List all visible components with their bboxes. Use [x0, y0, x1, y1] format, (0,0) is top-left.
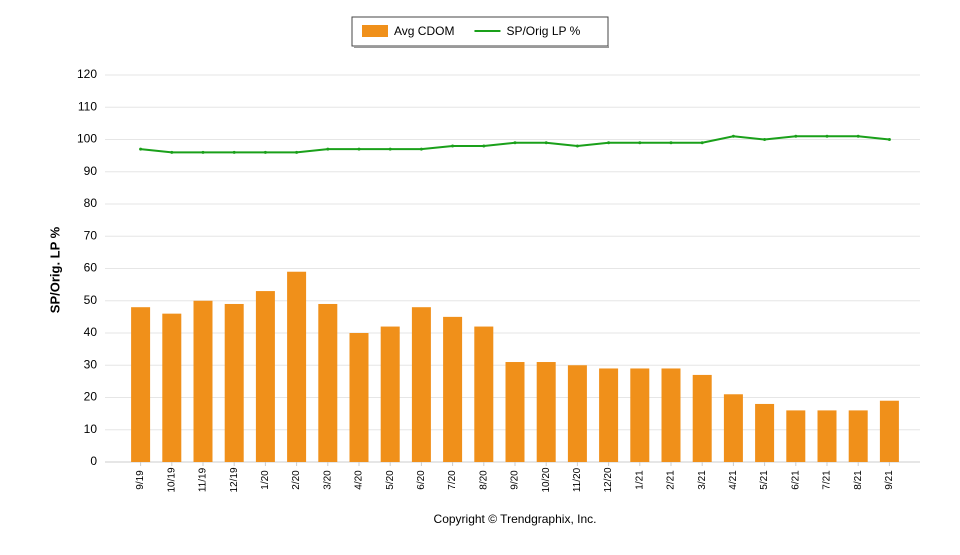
bar — [879, 400, 899, 462]
line-marker — [419, 147, 423, 151]
x-tick-label: 2/21 — [666, 470, 677, 490]
bar — [599, 368, 619, 462]
bar — [474, 326, 494, 462]
x-tick-label: 8/21 — [853, 470, 864, 490]
x-tick-label: 7/20 — [447, 470, 458, 490]
bar — [723, 394, 743, 462]
x-tick-label: 3/20 — [322, 470, 333, 490]
y-tick-label: 0 — [90, 454, 97, 468]
legend-swatch — [362, 25, 388, 37]
y-tick-label: 40 — [84, 325, 98, 339]
line-marker — [482, 144, 486, 148]
bar — [755, 403, 775, 462]
y-tick-label: 100 — [77, 132, 97, 146]
line-marker — [763, 138, 767, 141]
x-tick-label: 2/20 — [291, 470, 302, 490]
y-tick-label: 120 — [77, 67, 97, 81]
x-tick-label: 5/20 — [385, 470, 396, 490]
x-tick-label: 8/20 — [478, 470, 489, 490]
x-tick-label: 1/21 — [634, 470, 645, 490]
bar — [848, 410, 868, 462]
bar — [443, 316, 463, 462]
bar — [692, 374, 712, 462]
bar — [224, 303, 244, 462]
line-marker — [669, 141, 673, 145]
x-tick-label: 4/20 — [354, 470, 365, 490]
line-marker — [201, 150, 205, 154]
bar — [349, 333, 369, 462]
x-tick-label: 4/21 — [728, 470, 739, 490]
x-tick-label: 1/20 — [260, 470, 271, 490]
line-marker — [794, 134, 798, 138]
x-tick-label: 9/19 — [135, 470, 146, 490]
bar — [131, 307, 151, 462]
caption: Copyright © Trendgraphix, Inc. — [434, 512, 597, 526]
legend-label: Avg CDOM — [394, 24, 454, 38]
x-tick-label: 3/21 — [697, 470, 708, 490]
line-marker — [263, 150, 267, 154]
x-tick-label: 6/21 — [790, 470, 801, 490]
bar — [193, 300, 213, 462]
bar — [255, 291, 275, 462]
x-tick-label: 10/20 — [541, 467, 552, 492]
bar — [287, 271, 307, 462]
x-tick-label: 9/21 — [884, 470, 895, 490]
bar — [630, 368, 650, 462]
x-tick-label: 11/20 — [572, 467, 583, 492]
y-tick-label: 60 — [84, 261, 98, 275]
bar — [411, 307, 431, 462]
x-tick-label: 6/20 — [416, 470, 427, 490]
line-marker — [544, 141, 548, 145]
line-marker — [731, 134, 735, 138]
line-marker — [638, 141, 642, 145]
bar — [786, 410, 806, 462]
line-marker — [170, 150, 174, 154]
y-tick-label: 90 — [84, 164, 98, 178]
y-axis-label: SP/Orig. LP % — [47, 226, 62, 313]
bar — [661, 368, 681, 462]
line-marker — [326, 147, 330, 151]
bar — [536, 362, 556, 462]
x-tick-label: 12/19 — [229, 467, 240, 492]
line-marker — [513, 141, 517, 145]
line-marker — [887, 138, 891, 141]
y-tick-label: 70 — [84, 228, 98, 242]
y-tick-label: 20 — [84, 390, 98, 404]
line-marker — [295, 150, 299, 154]
x-tick-label: 9/20 — [510, 470, 521, 490]
bar — [505, 362, 525, 462]
bar — [318, 303, 338, 462]
line-marker — [575, 144, 579, 148]
bar — [817, 410, 837, 462]
line-marker — [856, 134, 860, 138]
y-tick-label: 30 — [84, 357, 98, 371]
line-marker — [139, 147, 143, 151]
bar — [567, 365, 587, 462]
x-tick-label: 10/19 — [166, 467, 177, 492]
x-tick-label: 5/21 — [759, 470, 770, 490]
line-marker — [825, 134, 829, 138]
line — [140, 135, 890, 154]
line-marker — [388, 147, 392, 151]
line-marker — [451, 144, 455, 148]
x-tick-label: 7/21 — [822, 470, 833, 490]
line-marker — [232, 150, 236, 154]
line-marker — [357, 147, 361, 151]
x-tick-label: 11/19 — [198, 467, 209, 492]
bar — [380, 326, 400, 462]
y-tick-label: 10 — [84, 422, 98, 436]
bar — [162, 313, 182, 462]
line-marker — [700, 141, 704, 145]
y-tick-label: 110 — [78, 99, 97, 113]
y-tick-label: 80 — [84, 196, 98, 210]
legend-label: SP/Orig LP % — [506, 24, 580, 38]
x-tick-label: 12/20 — [603, 467, 614, 492]
y-tick-label: 50 — [84, 293, 98, 307]
line-marker — [607, 141, 611, 145]
